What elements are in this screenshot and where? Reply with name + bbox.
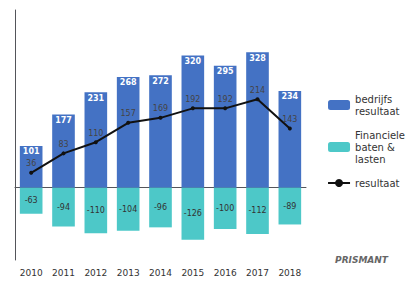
svg-text:-100: -100 bbox=[216, 204, 234, 213]
svg-text:-110: -110 bbox=[87, 206, 105, 215]
svg-text:baten &: baten & bbox=[355, 142, 395, 153]
svg-text:214: 214 bbox=[250, 86, 265, 95]
svg-text:192: 192 bbox=[185, 95, 200, 104]
svg-text:2013: 2013 bbox=[117, 268, 140, 278]
svg-text:-63: -63 bbox=[25, 196, 38, 205]
svg-text:PRISMANT: PRISMANT bbox=[335, 255, 389, 265]
svg-text:101: 101 bbox=[23, 147, 40, 156]
svg-text:272: 272 bbox=[152, 77, 169, 86]
svg-text:2017: 2017 bbox=[246, 268, 269, 278]
svg-text:-96: -96 bbox=[154, 203, 167, 212]
svg-text:328: 328 bbox=[249, 54, 266, 63]
svg-text:110: 110 bbox=[88, 129, 103, 138]
svg-text:2012: 2012 bbox=[84, 268, 107, 278]
svg-text:234: 234 bbox=[281, 92, 298, 101]
svg-text:2010: 2010 bbox=[20, 268, 43, 278]
svg-text:-112: -112 bbox=[248, 206, 266, 215]
svg-text:-94: -94 bbox=[57, 203, 70, 212]
svg-text:2016: 2016 bbox=[214, 268, 237, 278]
svg-text:Financiele: Financiele bbox=[355, 130, 405, 141]
svg-text:2014: 2014 bbox=[149, 268, 172, 278]
svg-text:-126: -126 bbox=[184, 209, 202, 218]
svg-text:169: 169 bbox=[153, 104, 168, 113]
svg-text:143: 143 bbox=[282, 115, 297, 124]
svg-text:268: 268 bbox=[120, 78, 137, 87]
svg-text:resultaat: resultaat bbox=[355, 178, 400, 189]
svg-text:-104: -104 bbox=[119, 205, 137, 214]
svg-text:resultaat: resultaat bbox=[355, 106, 400, 117]
svg-text:320: 320 bbox=[184, 57, 201, 66]
svg-text:157: 157 bbox=[121, 109, 136, 118]
svg-text:295: 295 bbox=[217, 67, 234, 76]
svg-text:2015: 2015 bbox=[181, 268, 204, 278]
svg-text:177: 177 bbox=[55, 116, 72, 125]
svg-text:2018: 2018 bbox=[278, 268, 301, 278]
svg-text:83: 83 bbox=[58, 140, 68, 149]
svg-text:bedrijfs: bedrijfs bbox=[355, 94, 392, 105]
svg-text:-89: -89 bbox=[283, 202, 296, 211]
svg-text:192: 192 bbox=[218, 95, 233, 104]
svg-text:2011: 2011 bbox=[52, 268, 75, 278]
svg-text:231: 231 bbox=[87, 94, 104, 103]
svg-text:36: 36 bbox=[26, 159, 36, 168]
svg-text:lasten: lasten bbox=[355, 154, 386, 165]
